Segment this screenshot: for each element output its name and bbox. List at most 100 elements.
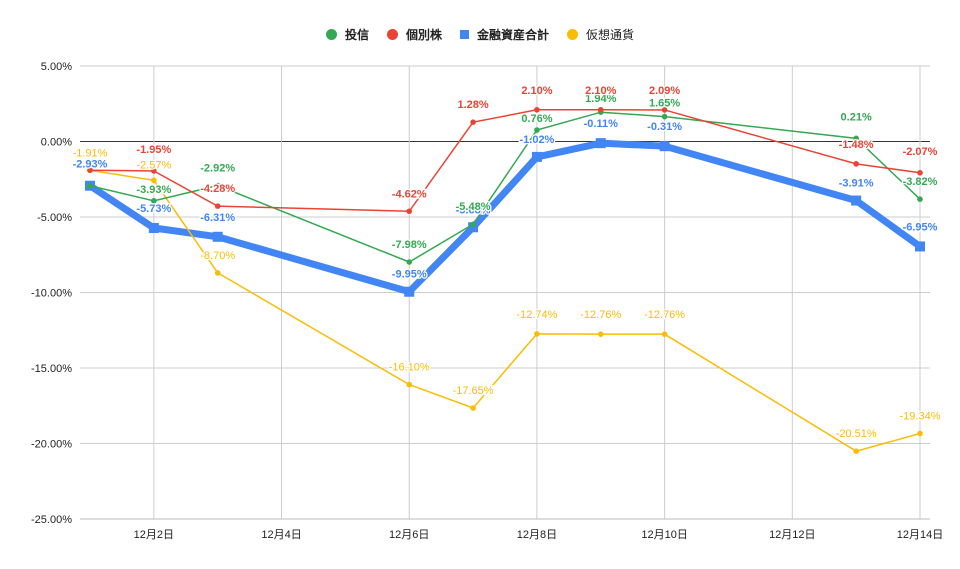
data-label: 0.76% <box>521 113 552 125</box>
data-label: -8.70% <box>200 250 235 262</box>
data-point-circle-icon <box>853 448 859 455</box>
x-tick-label: 12月2日 <box>134 529 174 541</box>
y-tick-label: -5.00% <box>37 212 72 224</box>
data-point-circle-icon <box>853 135 859 142</box>
data-point-circle-icon <box>214 203 221 209</box>
legend-item-total-assets[interactable]: 金融資産合計 <box>460 26 549 43</box>
data-label: -5.73% <box>136 203 171 215</box>
y-tick-label: -20.00% <box>31 439 72 451</box>
legend-circle-icon <box>567 29 579 40</box>
data-point-circle-icon <box>470 119 476 125</box>
series-line <box>89 111 921 263</box>
data-point-square-icon <box>915 241 925 252</box>
x-tick-label: 12月12日 <box>769 529 815 541</box>
data-point-square-icon <box>531 151 542 162</box>
legend-circle-icon <box>386 29 398 40</box>
data-label: -0.31% <box>647 121 682 133</box>
y-tick-label: 0.00% <box>41 137 72 149</box>
data-label: 2.09% <box>649 85 680 97</box>
data-point-circle-icon <box>534 331 540 337</box>
data-label: -12.76% <box>644 309 685 321</box>
data-label: -2.57% <box>136 159 171 171</box>
data-point-circle-icon <box>534 127 540 133</box>
legend-label: 仮想通貨 <box>586 28 635 42</box>
data-point-square-icon <box>468 222 479 233</box>
legend-item-toushin[interactable]: 投信 <box>325 26 369 43</box>
data-point-square-icon <box>148 223 159 234</box>
data-label: 0.21% <box>841 111 872 123</box>
data-point-circle-icon <box>87 182 93 189</box>
data-label: -12.74% <box>516 309 557 321</box>
data-label: -0.11% <box>584 118 618 130</box>
data-point-circle-icon <box>661 107 668 113</box>
data-point-square-icon <box>212 231 223 242</box>
data-label: -16.10% <box>389 362 430 374</box>
data-label: 2.10% <box>521 85 552 97</box>
series-line <box>89 109 921 213</box>
data-point-circle-icon <box>661 331 668 337</box>
data-point-square-icon <box>404 286 415 297</box>
data-point-circle-icon <box>534 106 540 113</box>
legend-item-kobetsukabu[interactable]: 個別株 <box>386 26 442 43</box>
data-point-circle-icon <box>917 430 923 437</box>
legend-label: 個別株 <box>405 28 442 42</box>
data-label: -1.48% <box>839 139 874 151</box>
chart-legend: 投信 個別株 金融資産合計 仮想通貨 <box>0 26 960 43</box>
data-label: -6.31% <box>200 212 235 224</box>
series-line <box>88 139 923 296</box>
data-point-circle-icon <box>214 182 221 189</box>
data-point-circle-icon <box>87 167 93 173</box>
data-point-circle-icon <box>917 169 923 176</box>
data-label: -3.82% <box>903 176 938 188</box>
legend-label: 投信 <box>344 28 369 42</box>
data-point-circle-icon <box>406 259 413 265</box>
data-label: -2.07% <box>903 146 938 158</box>
data-label: -17.65% <box>453 385 494 397</box>
y-tick-label: -10.00% <box>31 288 72 300</box>
chart-series <box>85 106 925 455</box>
data-label: 1.65% <box>649 98 680 110</box>
x-tick-label: 12月4日 <box>261 529 301 541</box>
data-point-circle-icon <box>661 113 668 120</box>
data-point-circle-icon <box>214 270 221 276</box>
data-label: 2.10% <box>585 85 616 97</box>
data-label: 1.94% <box>585 93 616 105</box>
data-point-circle-icon <box>151 168 157 174</box>
chart-axes: 5.00% 0.00% -5.00% -10.00% -15.00% -20.00% -25… <box>31 61 943 541</box>
data-label: -12.76% <box>580 309 621 321</box>
data-label: -3.91% <box>839 178 874 190</box>
data-label: -1.02% <box>519 134 554 146</box>
data-label: -9.95% <box>392 269 427 281</box>
y-tick-label: -15.00% <box>31 363 72 375</box>
data-labels: -2.93% -5.73% -6.31% -9.95% -5.68% -1.02% -0.1… <box>71 84 942 442</box>
data-point-circle-icon <box>853 161 859 167</box>
data-point-circle-icon <box>917 196 923 202</box>
y-tick-label: 5.00% <box>41 61 72 73</box>
data-point-circle-icon <box>470 221 476 228</box>
data-label: -1.91% <box>73 147 108 159</box>
x-tick-label: 12月10日 <box>641 529 687 541</box>
data-label: -4.62% <box>392 188 427 200</box>
legend-label: 金融資産合計 <box>477 28 550 42</box>
data-point-circle-icon <box>470 405 476 411</box>
data-label: 1.28% <box>457 99 488 111</box>
data-point-square-icon <box>851 195 862 206</box>
data-label: -1.95% <box>136 144 171 156</box>
data-point-circle-icon <box>406 381 413 388</box>
data-label: -7.98% <box>392 239 427 251</box>
legend-item-crypto[interactable]: 仮想通貨 <box>567 26 634 43</box>
data-point-circle-icon <box>151 177 157 184</box>
x-tick-label: 12月6日 <box>389 529 429 541</box>
series-line <box>89 169 921 453</box>
data-label: -5.48% <box>456 201 491 213</box>
data-label: -6.95% <box>903 221 938 233</box>
x-tick-label: 12月14日 <box>897 529 943 541</box>
legend-square-icon <box>460 30 469 39</box>
data-point-circle-icon <box>597 106 604 113</box>
data-label: -5.68% <box>456 204 491 216</box>
data-point-circle-icon <box>151 198 157 204</box>
data-label: -20.51% <box>836 428 877 440</box>
data-label: -2.92% <box>200 163 235 175</box>
data-label: -3.93% <box>136 184 171 196</box>
